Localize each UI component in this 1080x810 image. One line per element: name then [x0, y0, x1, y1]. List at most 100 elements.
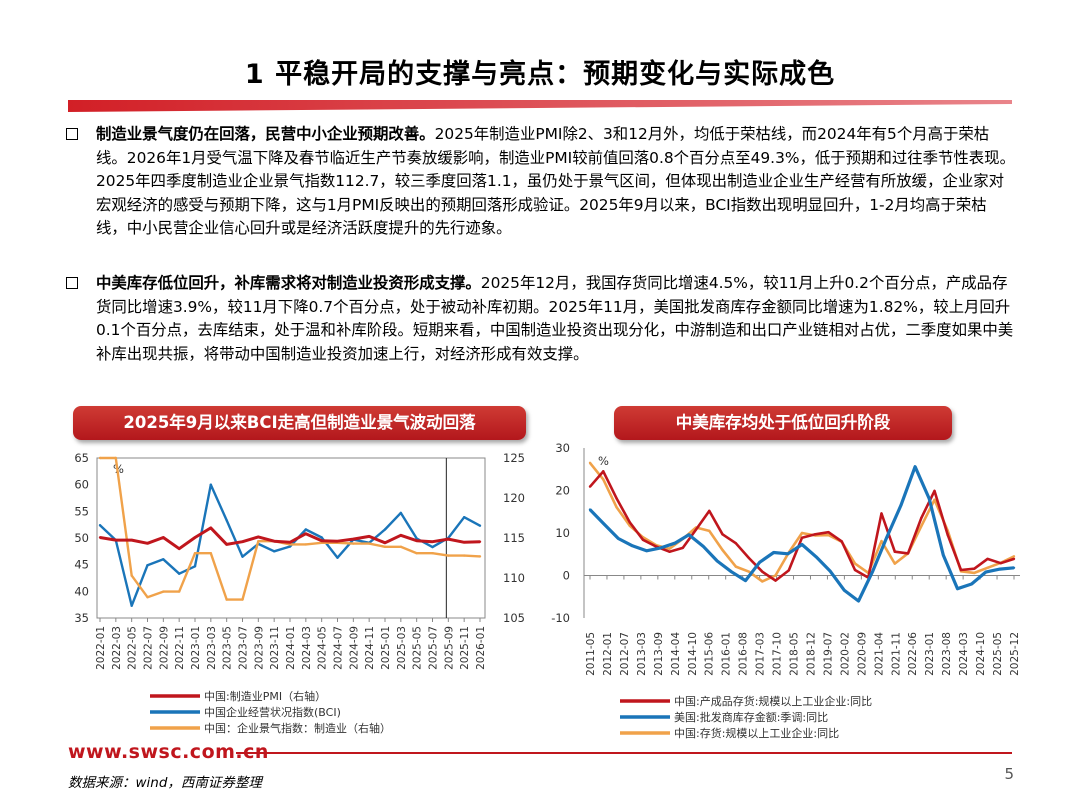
chart2-data-point [871, 570, 874, 573]
chart1-x-tick: 2025-03 [396, 626, 408, 670]
chart2-inventory: -10 0 10 20 30% 2011-05 2012-01 2012-07 2013-03 2… [551, 441, 1021, 740]
footer-divider [236, 752, 1012, 754]
page-number: 5 [1004, 765, 1014, 783]
chart1-data-point [288, 545, 292, 548]
chart1-data-point [383, 545, 387, 548]
chart2-data-point [999, 561, 1002, 565]
chart2-data-point [843, 589, 846, 592]
chart2-data-point [885, 536, 888, 539]
chart2-data-point [946, 533, 949, 537]
chart2-data-point [814, 555, 818, 558]
chart2-x-tick: 2024-03 [958, 632, 970, 676]
chart1-data-point [241, 540, 244, 543]
chart2-legend-label: 中国:产成品存货:规模以上工业企业:同比 [674, 694, 872, 708]
footer-url[interactable]: www.swsc.com.cn [68, 741, 269, 763]
chart2-data-point [853, 568, 857, 572]
chart1-data-point [288, 543, 292, 546]
chart2-data-point [721, 548, 724, 552]
chart2-data-point [588, 508, 592, 511]
chart2-x-tick: 2012-07 [619, 632, 631, 676]
chart2-data-point [588, 485, 592, 488]
chart1-data-point [193, 536, 197, 539]
chart2-x-tick: 2024-10 [975, 632, 987, 676]
chart2-x-tick: 2013-09 [653, 632, 665, 676]
chart2-data-point [800, 536, 804, 539]
chart1-data-point [114, 456, 118, 460]
chart2-data-point [774, 574, 777, 577]
chart1-x-tick: 2022-07 [143, 626, 155, 670]
chart2-x-tick: 2023-01 [924, 632, 936, 676]
chart1-x-tick: 2023-05 [222, 626, 234, 670]
chart1-data-point [162, 558, 165, 561]
chart1-x-tick: 2024-09 [348, 626, 360, 670]
chart1-data-point [352, 537, 355, 541]
chart2-data-point [708, 529, 711, 533]
chart2-data-point [998, 567, 1002, 571]
chart2-legend-label: 美国:批发商库存金额:季调:同比 [674, 710, 828, 724]
chart2-x-tick: 2025-12 [1009, 632, 1021, 676]
chart1-legend-label: 中国：企业景气指数：制造业（右轴） [204, 721, 391, 735]
chart1-title: 2025年9月以来BCI走高但制造业景气波动回落 [73, 406, 526, 440]
chart2-x-tick: 2014-04 [670, 632, 682, 676]
chart2-data-point [986, 557, 989, 561]
slide-title: 1 平稳开局的支撑与亮点：预期变化与实际成色 [244, 59, 836, 90]
chart1-data-point [177, 572, 181, 575]
chart1-x-tick: 2022-03 [111, 626, 123, 670]
chart2-x-tick: 2018-05 [789, 632, 801, 676]
chart2-data-point [786, 552, 790, 556]
chart2-x-tick: 2016-08 [738, 632, 750, 676]
chart1-data-point [209, 483, 213, 486]
chart1-data-point [177, 590, 181, 593]
chart2-x-tick: 2019-07 [822, 632, 834, 676]
chart1-x-tick: 2024-05 [317, 626, 329, 670]
chart2-data-point [787, 569, 790, 572]
chart2-data-point [857, 599, 860, 603]
chart2-data-point [986, 566, 989, 570]
chart1-data-point [336, 556, 339, 559]
chart1-data-point [478, 524, 482, 527]
chart2-x-tick: 2015-06 [704, 632, 716, 676]
chart1-data-point [336, 540, 339, 543]
chart1-data-point [399, 545, 403, 548]
chart1-data-point [209, 552, 213, 555]
chart2-x-tick: 2016-01 [721, 632, 733, 676]
chart1-x-tick: 2022-01 [95, 626, 107, 670]
chart2-data-point [1012, 566, 1016, 569]
chart2-x-tick: 2014-10 [687, 632, 699, 676]
chart2-data-point [800, 543, 804, 546]
chart2-x-tick: 2020-02 [839, 632, 851, 676]
chart2-data-point [747, 556, 751, 560]
chart1-x-tick: 2025-05 [412, 626, 424, 670]
chart1-data-point [98, 536, 102, 539]
chart1-data-point [415, 539, 418, 542]
chart2-x-tick: 2023-08 [941, 632, 953, 676]
chart2-data-point [880, 539, 883, 543]
chart2-x-tick: 2017-10 [772, 632, 784, 676]
chart2-data-point [827, 533, 830, 537]
chart1-right-tick: 110 [503, 571, 525, 585]
chart1-data-point [162, 590, 165, 593]
chart1-data-point [272, 540, 276, 543]
chart2-data-point [761, 580, 764, 583]
chart1-data-point [304, 528, 308, 531]
chart1-x-tick: 2022-11 [174, 626, 186, 670]
chart1-right-tick: 105 [503, 611, 525, 625]
chart2-y-tick: 30 [555, 441, 570, 455]
chart2-series-line [589, 470, 1015, 582]
chart2-data-point [933, 498, 936, 502]
chart1-data-point [320, 539, 323, 542]
chart2-data-point [933, 489, 936, 493]
chart2-data-point [880, 512, 883, 515]
chart1-data-point [462, 541, 466, 544]
chart1-right-tick: 120 [503, 491, 525, 505]
chart1-x-tick: 2023-11 [269, 626, 281, 670]
chart2-data-point [730, 570, 733, 573]
chart2-data-point [588, 461, 592, 465]
chart2-data-point [645, 549, 648, 553]
chart2-unit-label: % [598, 454, 609, 468]
chart2-data-point [681, 546, 684, 550]
chart1-data-point [447, 537, 450, 541]
chart1-series-line [100, 456, 481, 601]
chart2-data-point [970, 582, 973, 586]
chart1-data-point [462, 516, 466, 519]
